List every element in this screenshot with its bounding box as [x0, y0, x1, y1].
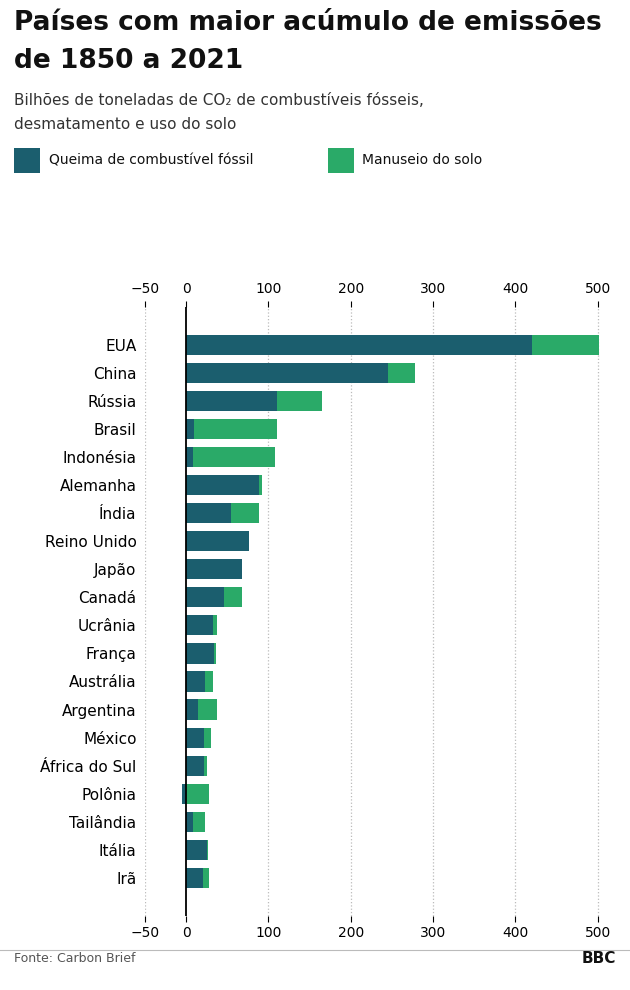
Bar: [204, 755, 207, 776]
Bar: [277, 391, 322, 411]
Bar: [186, 615, 213, 636]
Bar: [193, 812, 205, 832]
Bar: [186, 784, 209, 804]
Bar: [14, 148, 40, 173]
Bar: [214, 644, 215, 663]
Bar: [186, 728, 204, 747]
Text: Manuseio do solo: Manuseio do solo: [362, 153, 483, 167]
Text: Países com maior acúmulo de emissões: Países com maior acúmulo de emissões: [14, 10, 602, 36]
Bar: [186, 700, 198, 720]
Bar: [186, 812, 193, 832]
Bar: [193, 446, 275, 467]
Bar: [231, 503, 258, 523]
Bar: [186, 671, 205, 692]
Bar: [198, 700, 217, 720]
Bar: [186, 475, 262, 495]
Bar: [532, 335, 599, 354]
Text: Queima de combustível fóssil: Queima de combustível fóssil: [49, 153, 253, 167]
Text: Bilhões de toneladas de CO₂ de combustíveis fósseis,: Bilhões de toneladas de CO₂ de combustív…: [14, 93, 424, 108]
Text: de 1850 a 2021: de 1850 a 2021: [14, 48, 243, 73]
Bar: [204, 728, 211, 747]
Bar: [388, 362, 415, 383]
Bar: [260, 475, 262, 495]
Text: BBC: BBC: [581, 950, 616, 966]
Bar: [213, 615, 217, 636]
Bar: [186, 531, 249, 551]
Bar: [186, 335, 532, 354]
Bar: [194, 419, 277, 439]
Bar: [328, 148, 354, 173]
Bar: [186, 391, 277, 411]
Bar: [202, 868, 209, 888]
Bar: [186, 419, 194, 439]
Bar: [186, 587, 224, 608]
Bar: [186, 446, 193, 467]
Bar: [186, 755, 204, 776]
Text: Fonte: Carbon Brief: Fonte: Carbon Brief: [14, 951, 135, 965]
Bar: [186, 644, 215, 663]
Bar: [205, 671, 213, 692]
Bar: [186, 503, 231, 523]
Bar: [186, 362, 388, 383]
Bar: [224, 587, 242, 608]
Bar: [207, 840, 209, 860]
Text: desmatamento e uso do solo: desmatamento e uso do solo: [14, 117, 236, 132]
Bar: [186, 868, 202, 888]
Bar: [186, 559, 242, 579]
Bar: [182, 784, 186, 804]
Bar: [186, 840, 207, 860]
